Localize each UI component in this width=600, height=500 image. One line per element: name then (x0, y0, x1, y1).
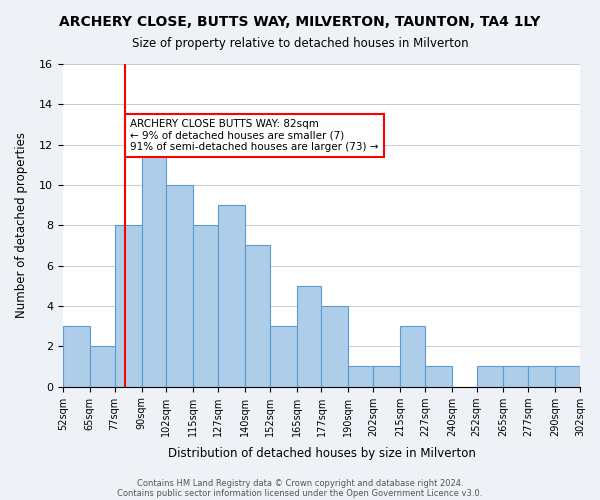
Bar (90, 346, 115, 387)
Bar (476, 366, 503, 386)
Bar (218, 205, 245, 386)
Bar (245, 246, 270, 386)
Text: Contains public sector information licensed under the Open Government Licence v3: Contains public sector information licen… (118, 488, 482, 498)
Bar (528, 366, 555, 386)
Bar (166, 185, 193, 386)
Bar (349, 366, 373, 386)
Bar (503, 366, 528, 386)
Bar (63, 326, 90, 386)
Text: Size of property relative to detached houses in Milverton: Size of property relative to detached ho… (131, 38, 469, 51)
Bar (270, 326, 296, 386)
Bar (142, 124, 166, 386)
Y-axis label: Number of detached properties: Number of detached properties (15, 132, 28, 318)
Bar (425, 366, 452, 386)
Bar (555, 366, 580, 386)
Bar (322, 306, 349, 386)
Text: ARCHERY CLOSE, BUTTS WAY, MILVERTON, TAUNTON, TA4 1LY: ARCHERY CLOSE, BUTTS WAY, MILVERTON, TAU… (59, 15, 541, 29)
Bar (400, 326, 425, 386)
Bar (296, 286, 322, 386)
X-axis label: Distribution of detached houses by size in Milverton: Distribution of detached houses by size … (167, 447, 475, 460)
Bar (115, 226, 142, 386)
Bar (193, 226, 218, 386)
Bar (373, 366, 400, 386)
Text: Contains HM Land Registry data © Crown copyright and database right 2024.: Contains HM Land Registry data © Crown c… (137, 478, 463, 488)
Text: ARCHERY CLOSE BUTTS WAY: 82sqm
← 9% of detached houses are smaller (7)
91% of se: ARCHERY CLOSE BUTTS WAY: 82sqm ← 9% of d… (130, 119, 379, 152)
